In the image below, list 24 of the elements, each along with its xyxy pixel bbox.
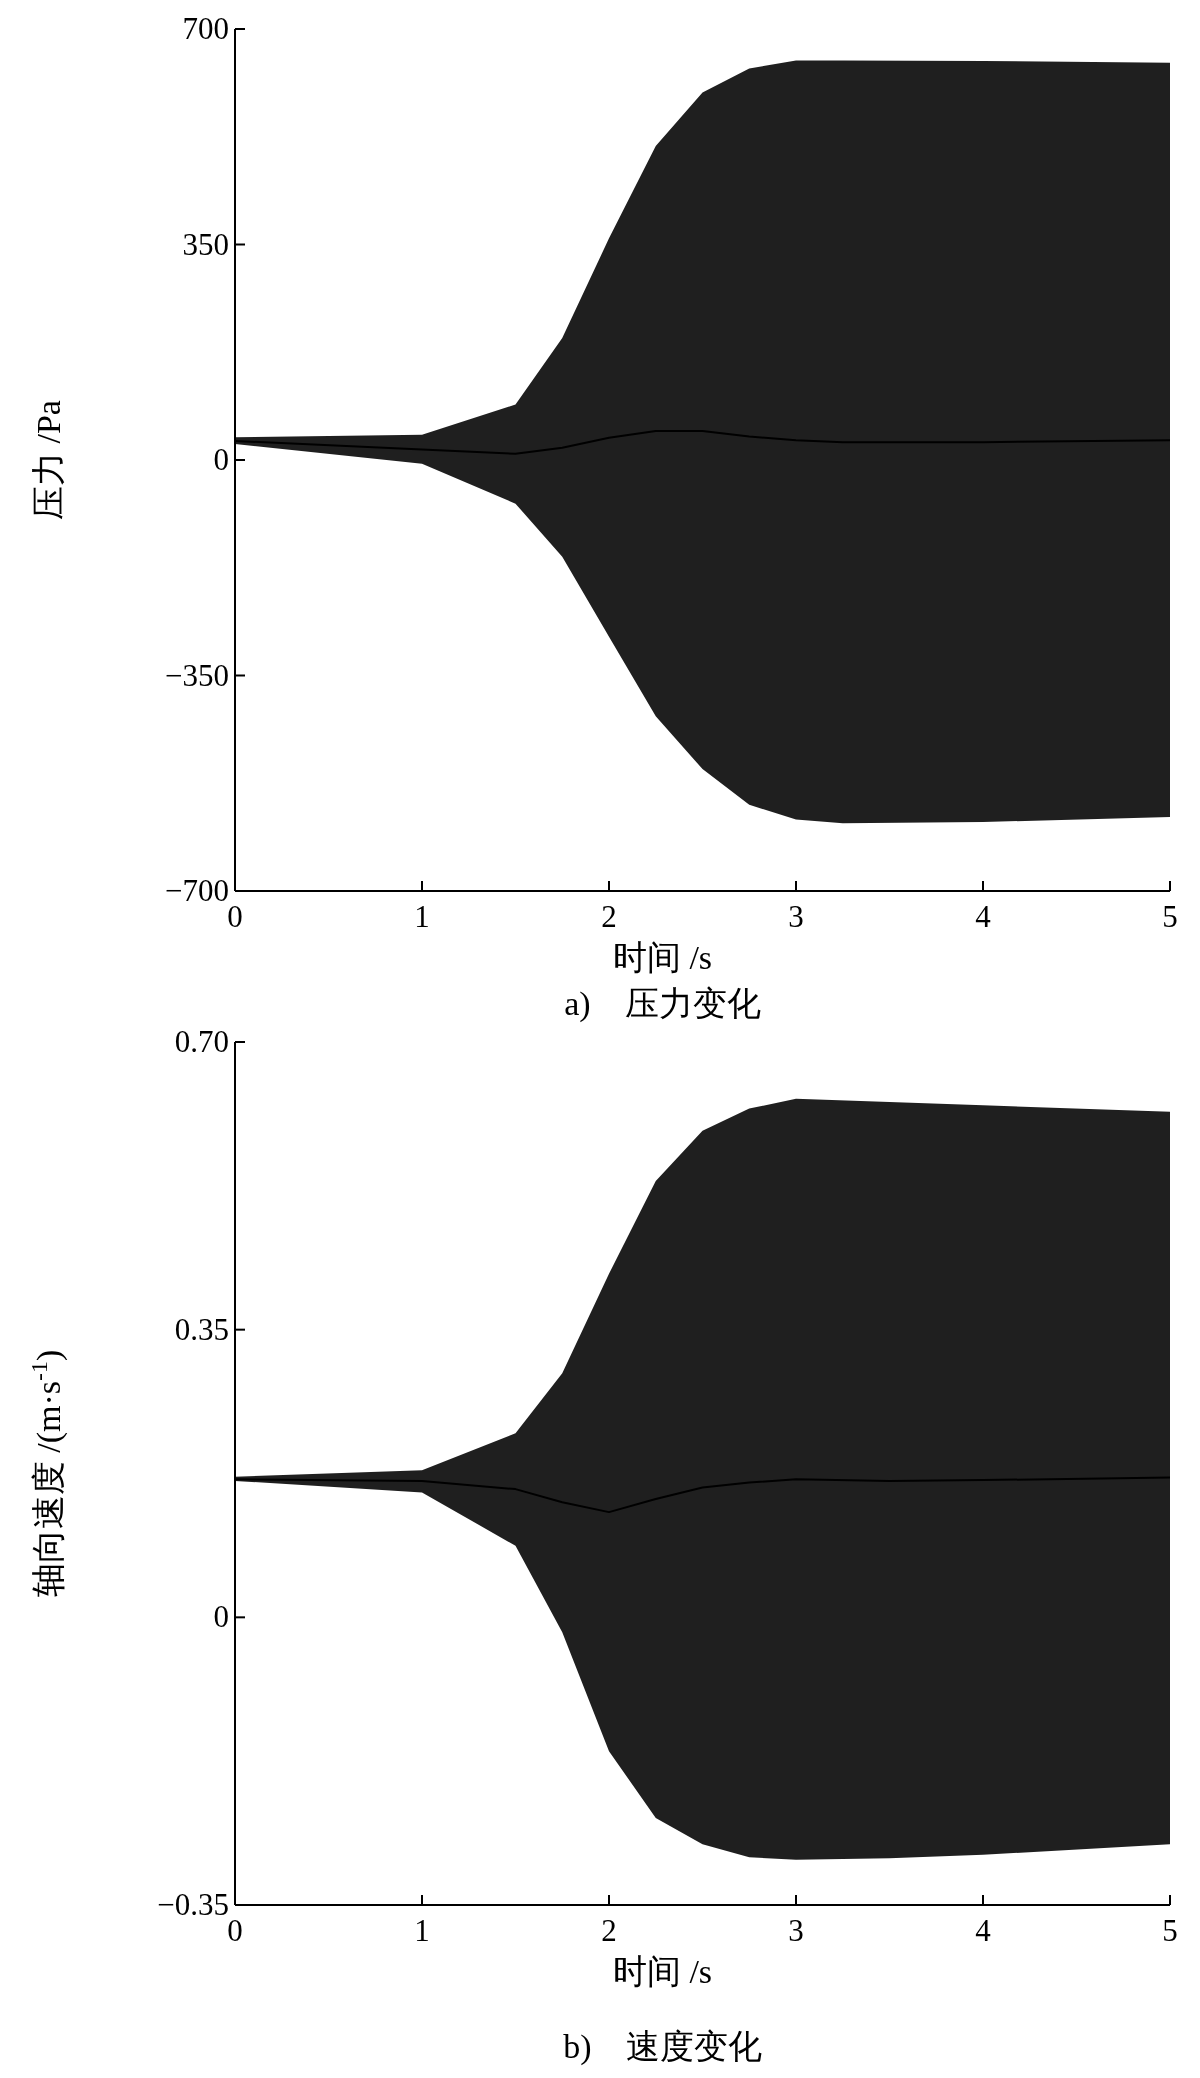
y-axis-title: 压力 /Pa	[30, 400, 67, 520]
y-tick-label: −350	[165, 657, 229, 693]
x-tick-label: 4	[975, 1913, 992, 1948]
x-tick-label: 3	[788, 1913, 804, 1948]
y-tick-label: 700	[182, 11, 229, 46]
x-tick-label: 4	[975, 899, 992, 934]
x-tick-label: 5	[1162, 899, 1178, 934]
x-tick-label: 5	[1162, 1913, 1178, 1948]
x-tick-label: 1	[414, 899, 430, 934]
x-tick-label: 2	[601, 1913, 617, 1948]
y-tick-label: 0.35	[174, 1311, 229, 1347]
y-tick-label: −700	[165, 873, 229, 908]
y-tick-label: 0	[213, 442, 229, 477]
x-tick-label: 2	[601, 899, 617, 934]
y-tick-label: 0.70	[174, 1024, 229, 1059]
text: a) 压力变化	[564, 985, 761, 1023]
x-axis-title: 时间 /s	[612, 1953, 713, 1990]
x-tick-label: 3	[788, 899, 804, 934]
y-tick-label: −0.35	[157, 1887, 229, 1922]
x-axis-title: 时间 /s	[612, 939, 713, 976]
y-tick-label: 0	[213, 1599, 229, 1635]
text: b) 速度变化	[563, 2028, 762, 2066]
x-tick-label: 1	[414, 1913, 430, 1948]
y-tick-label: 350	[182, 226, 229, 262]
